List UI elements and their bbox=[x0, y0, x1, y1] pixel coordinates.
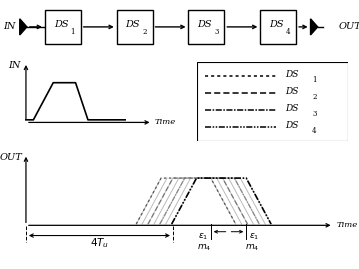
Text: DS: DS bbox=[126, 20, 140, 29]
Bar bbox=[117, 10, 153, 44]
Text: 4: 4 bbox=[286, 28, 290, 36]
Text: IN: IN bbox=[9, 61, 21, 70]
Text: Time: Time bbox=[337, 221, 358, 229]
Polygon shape bbox=[20, 19, 27, 35]
Text: 2: 2 bbox=[143, 28, 147, 36]
Text: $4T_u$: $4T_u$ bbox=[90, 236, 109, 250]
Text: Time: Time bbox=[155, 118, 176, 126]
Text: 1: 1 bbox=[312, 76, 317, 84]
Text: DS: DS bbox=[197, 20, 212, 29]
Bar bbox=[188, 10, 224, 44]
Text: DS: DS bbox=[269, 20, 284, 29]
Text: 3: 3 bbox=[312, 110, 316, 118]
Bar bbox=[260, 10, 296, 44]
Bar bbox=[45, 10, 81, 44]
Text: DS: DS bbox=[285, 87, 298, 96]
Text: IN: IN bbox=[3, 22, 15, 31]
Text: $\varepsilon_1$: $\varepsilon_1$ bbox=[249, 232, 259, 242]
Text: DS: DS bbox=[54, 20, 68, 29]
Text: DS: DS bbox=[285, 104, 298, 113]
Text: OUT: OUT bbox=[0, 153, 23, 161]
Text: 3: 3 bbox=[214, 28, 219, 36]
Text: 4: 4 bbox=[312, 127, 317, 135]
Text: $\varepsilon_1$: $\varepsilon_1$ bbox=[198, 232, 208, 242]
Polygon shape bbox=[311, 19, 318, 35]
Text: DS: DS bbox=[285, 121, 298, 130]
Text: DS: DS bbox=[285, 70, 298, 79]
Text: $m_4$: $m_4$ bbox=[245, 242, 260, 253]
Text: $m_4$: $m_4$ bbox=[197, 242, 212, 253]
Text: OUT: OUT bbox=[339, 22, 359, 31]
Text: 2: 2 bbox=[312, 93, 317, 101]
Text: 1: 1 bbox=[71, 28, 75, 36]
